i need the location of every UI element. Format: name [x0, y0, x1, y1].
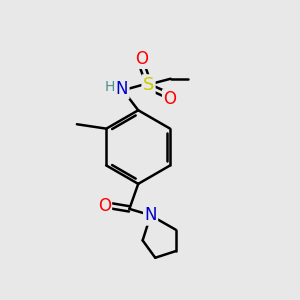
Text: S: S — [143, 76, 154, 94]
Text: N: N — [116, 80, 128, 98]
Text: O: O — [163, 90, 176, 108]
Text: O: O — [135, 50, 148, 68]
Text: H: H — [104, 80, 115, 94]
Text: N: N — [144, 206, 157, 224]
Text: O: O — [98, 197, 111, 215]
